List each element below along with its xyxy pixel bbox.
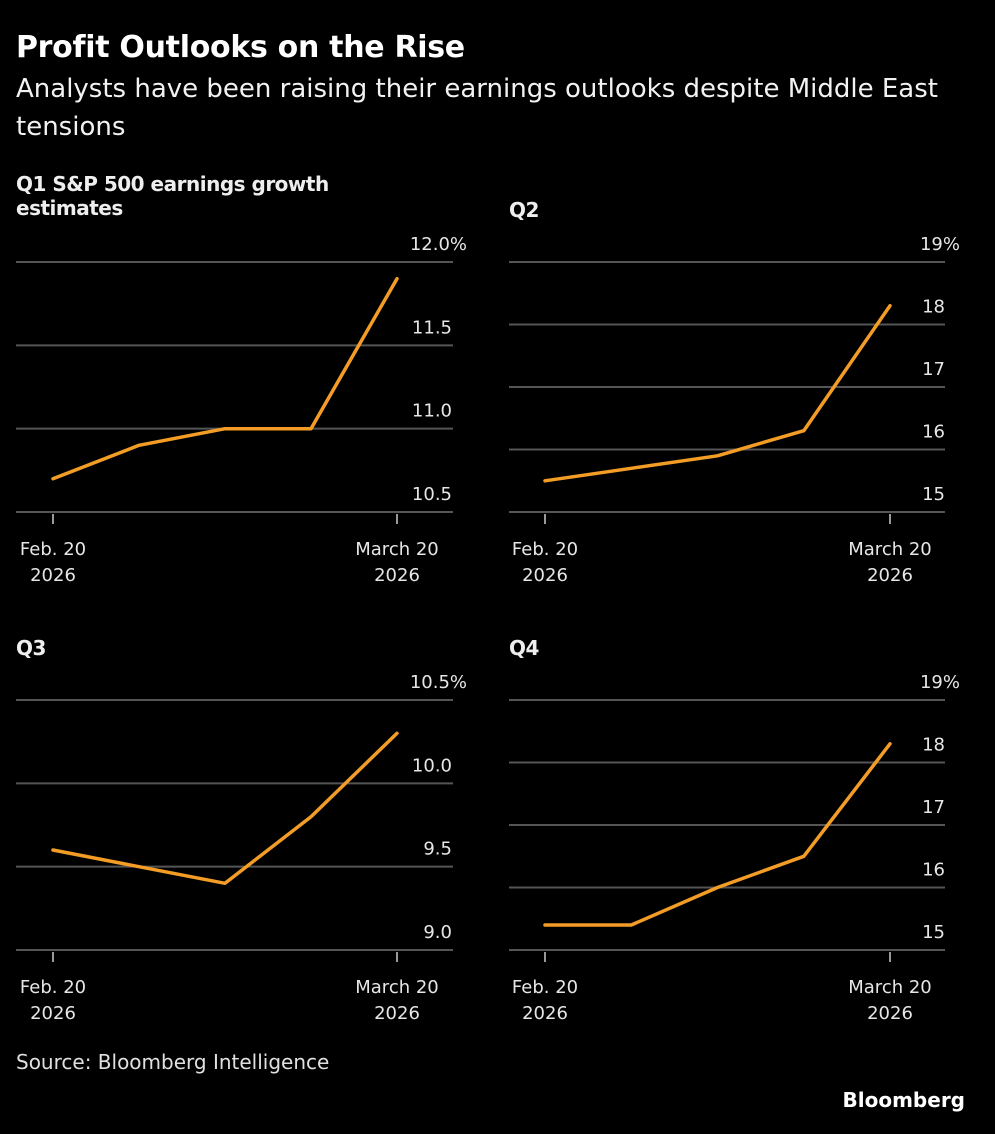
y-tick-label: 15 xyxy=(922,922,945,943)
x-tick-label: 2026 xyxy=(867,1003,913,1024)
x-tick-label: Feb. 20 xyxy=(512,539,578,560)
x-tick-label: 2026 xyxy=(867,565,913,586)
y-tick-label: 10.5% xyxy=(410,672,467,693)
y-tick-label: 10.5 xyxy=(412,484,452,505)
y-tick-label: 9.0 xyxy=(423,922,452,943)
x-tick-label: Feb. 20 xyxy=(20,977,86,998)
panel-q3: 9.0 9.5 10.0 10.5% Feb. 20 2026 March 20 2026 xyxy=(16,672,467,1024)
series-line-q1 xyxy=(51,276,399,481)
series-line-q2 xyxy=(543,303,892,483)
panel-title-q1: Q1 S&P 500 earnings growth estimates xyxy=(16,172,329,220)
y-tick-label: 16 xyxy=(922,860,945,881)
x-tick-label: 2026 xyxy=(374,1003,420,1024)
y-tick-label: 19% xyxy=(920,234,960,255)
x-tick-label: March 20 xyxy=(355,977,439,998)
y-tick-label: 10.0 xyxy=(412,755,452,776)
series-line-q4 xyxy=(543,742,892,927)
y-tick-label: 18 xyxy=(922,735,945,756)
panel-q4: 15 16 17 18 19% Feb. 20 2026 March 20 2026 xyxy=(509,672,960,1024)
panel-q1: 10.5 11.0 11.5 12.0% Feb. 20 2026 March 20 2026 xyxy=(16,234,467,586)
series-line-q3 xyxy=(51,731,399,886)
y-tick-label: 15 xyxy=(922,484,945,505)
bloomberg-logo: Bloomberg xyxy=(842,1088,965,1112)
chart-title: Profit Outlooks on the Rise xyxy=(16,30,465,65)
y-tick-label: 9.5 xyxy=(423,839,452,860)
x-tick-label: 2026 xyxy=(30,565,76,586)
chart-subtitle: Analysts have been raising their earning… xyxy=(16,74,938,142)
x-tick-label: Feb. 20 xyxy=(512,977,578,998)
panel-q2: 15 16 17 18 19% Feb. 20 2026 March 20 2026 xyxy=(509,234,960,586)
x-tick-label: March 20 xyxy=(355,539,439,560)
y-tick-label: 12.0% xyxy=(410,234,467,255)
x-tick-label: Feb. 20 xyxy=(20,539,86,560)
y-tick-label: 18 xyxy=(922,297,945,318)
panel-title-q3: Q3 xyxy=(16,636,46,660)
x-tick-label: March 20 xyxy=(848,977,932,998)
y-tick-label: 11.5 xyxy=(412,317,452,338)
y-tick-label: 16 xyxy=(922,422,945,443)
x-tick-label: March 20 xyxy=(848,539,932,560)
x-tick-label: 2026 xyxy=(374,565,420,586)
y-tick-label: 17 xyxy=(922,797,945,818)
source-note: Source: Bloomberg Intelligence xyxy=(16,1050,330,1074)
panel-title-q2: Q2 xyxy=(509,198,539,222)
x-tick-label: 2026 xyxy=(522,565,568,586)
y-tick-label: 11.0 xyxy=(412,401,452,422)
x-tick-label: 2026 xyxy=(30,1003,76,1024)
panel-title-q4: Q4 xyxy=(509,636,539,660)
y-tick-label: 17 xyxy=(922,359,945,380)
x-tick-label: 2026 xyxy=(522,1003,568,1024)
y-tick-label: 19% xyxy=(920,672,960,693)
